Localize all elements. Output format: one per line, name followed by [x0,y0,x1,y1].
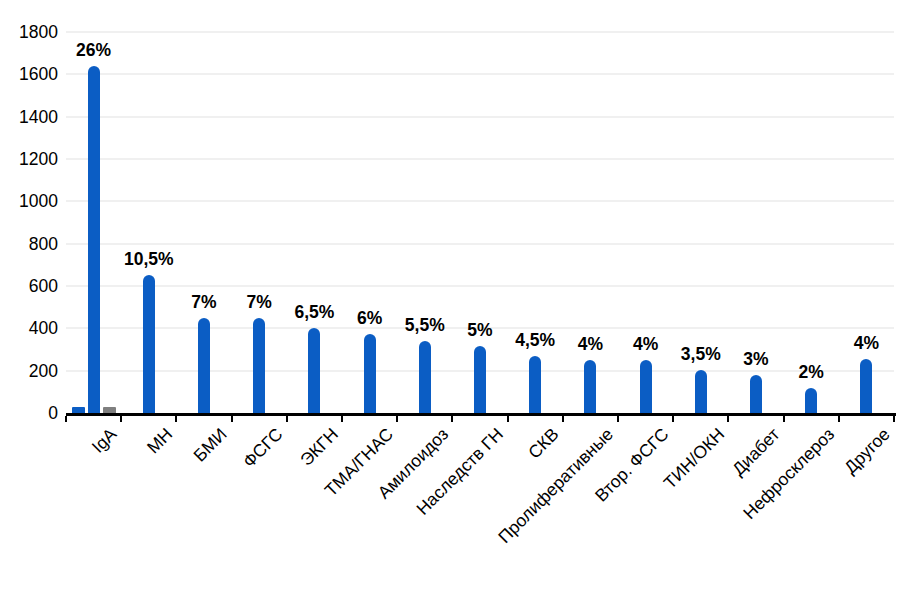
bar-ТИН/ОКН [695,370,707,413]
bar-IgA [88,66,100,413]
x-axis-tick [396,416,398,422]
gridline-600 [66,285,894,287]
y-tick-label-400: 400 [6,318,58,338]
x-axis-tick [286,416,288,422]
bar-ТМА/ГНАС [364,334,376,413]
gridline-1200 [66,158,894,160]
value-label-IgA: 26% [34,40,154,60]
y-tick-label-1200: 1200 [6,149,58,169]
x-axis-tick [341,416,343,422]
x-axis-tick [231,416,233,422]
y-tick-label-200: 200 [6,361,58,381]
gridline-1000 [66,200,894,202]
gridline-800 [66,243,894,245]
bar-ФСГС [253,318,265,413]
category-label-СКВ: СКВ [524,424,563,463]
y-tick-label-1400: 1400 [6,107,58,127]
bar-Пролиферативные [584,360,596,413]
category-label-БМИ: БМИ [190,424,231,465]
value-label-Другое: 4% [806,333,916,353]
value-label-МН: 10,5% [89,249,209,269]
bar-Наследств ГН [474,346,486,413]
bar-СКВ [529,356,541,413]
x-axis-tick [783,416,785,422]
x-axis-tick [562,416,564,422]
bar-ЭКГН [308,328,320,413]
x-axis-tick [893,416,895,422]
x-axis-tick [727,416,729,422]
y-tick-label-1600: 1600 [6,64,58,84]
gridline-1400 [66,116,894,118]
x-axis-tick [120,416,122,422]
x-axis-tick [672,416,674,422]
y-tick-label-0: 0 [6,403,58,423]
bar-БМИ [198,318,210,413]
x-axis-tick [838,416,840,422]
category-label-ЭКГН: ЭКГН [296,424,342,470]
x-axis-tick [451,416,453,422]
gridline-1600 [66,73,894,75]
x-axis-line [66,413,896,416]
category-label-Диабет: Диабет [728,424,783,479]
y-tick-label-600: 600 [6,276,58,296]
gridline-1800 [66,31,894,33]
value-label-Нефросклероз: 2% [751,362,871,382]
bar-Втор. ФСГС [640,360,652,413]
bar-chart: 020040060080010001200140016001800 26%10,… [0,0,916,599]
category-label-Другое: Другое [840,424,893,477]
x-axis-tick [617,416,619,422]
x-axis-tick [175,416,177,422]
y-tick-label-800: 800 [6,234,58,254]
x-axis-tick [65,416,67,422]
category-label-IgA: IgA [88,424,121,457]
category-label-МН: МН [143,424,176,457]
category-label-ФСГС: ФСГС [239,424,287,472]
y-tick-label-1000: 1000 [6,191,58,211]
x-axis-tick [507,416,509,422]
bar-Амилоидоз [419,341,431,413]
bar-Нефросклероз [805,388,817,413]
